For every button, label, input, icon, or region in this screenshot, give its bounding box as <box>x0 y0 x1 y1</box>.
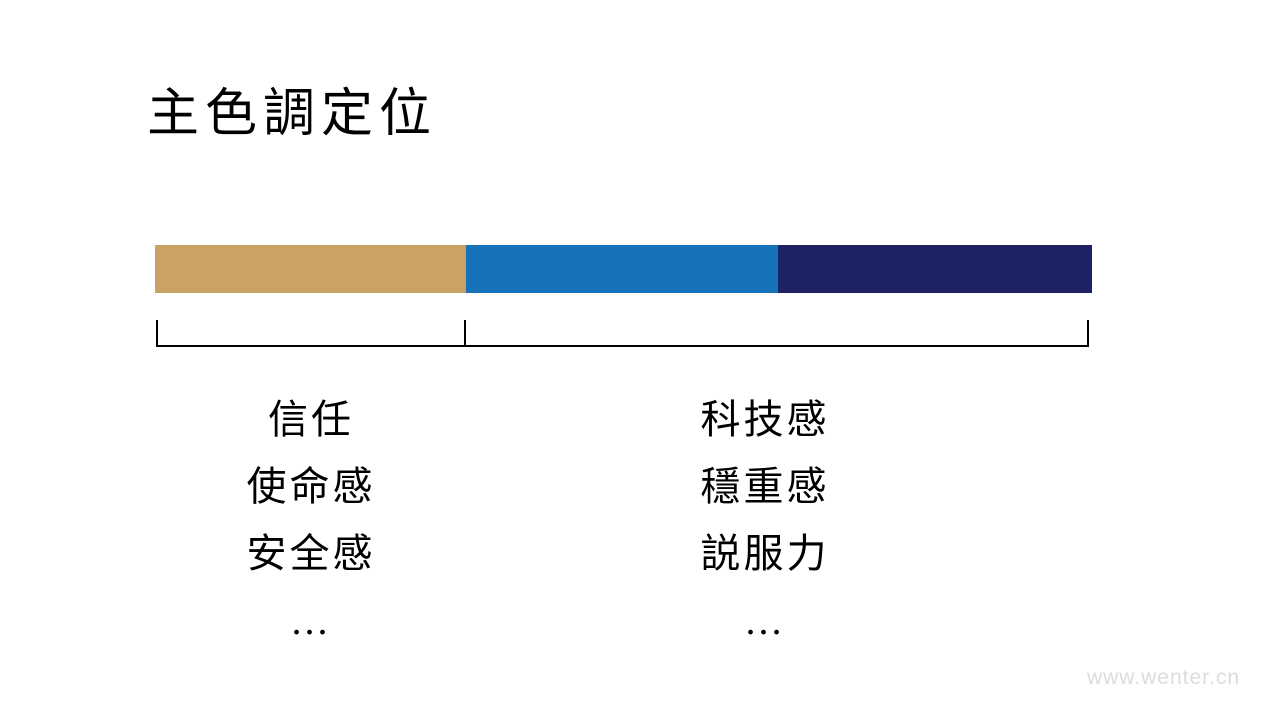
label-group-right: 科技感 穩重感 説服力 ... <box>465 386 1065 654</box>
label-steadiness: 穩重感 <box>700 464 830 509</box>
watermark: www.wenter.cn <box>1086 666 1240 689</box>
label-technology: 科技感 <box>700 397 830 442</box>
label-mission: 使命感 <box>246 464 376 509</box>
label-group-left: 信任 使命感 安全感 ... <box>155 386 467 654</box>
bracket-tick-right <box>1087 320 1089 345</box>
bracket-underline <box>156 320 1089 347</box>
label-persuasion: 説服力 <box>700 531 830 576</box>
color-segment-gold <box>155 245 466 293</box>
label-right-ellipsis: ... <box>745 598 785 643</box>
label-left-ellipsis: ... <box>291 598 331 643</box>
label-trust: 信任 <box>268 397 354 442</box>
label-security: 安全感 <box>246 531 376 576</box>
color-segment-blue <box>466 245 778 293</box>
bracket-tick-left <box>156 320 158 345</box>
color-bar <box>155 245 1092 293</box>
bracket-tick-middle <box>464 320 466 345</box>
slide-title: 主色調定位 <box>147 86 438 143</box>
color-segment-navy <box>778 245 1092 293</box>
